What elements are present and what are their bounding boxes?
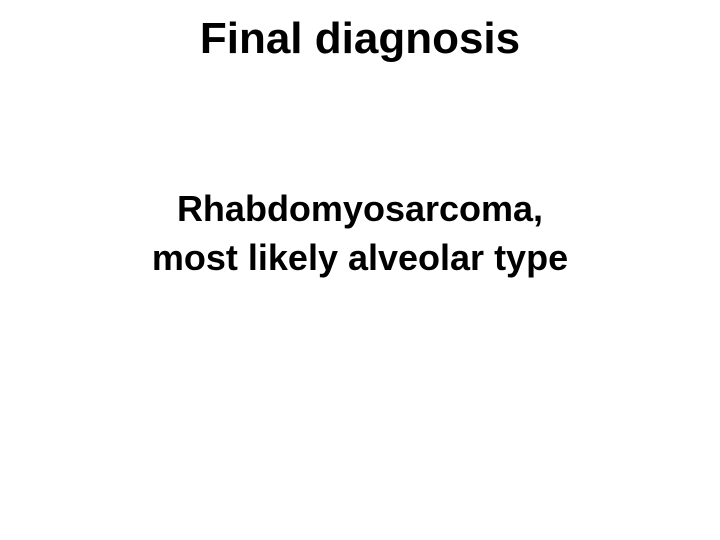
slide-container: Final diagnosis Rhabdomyosarcoma, most l… — [0, 0, 720, 540]
slide-title: Final diagnosis — [0, 14, 720, 64]
slide-body: Rhabdomyosarcoma, most likely alveolar t… — [0, 185, 720, 282]
body-line-1: Rhabdomyosarcoma, — [177, 188, 543, 229]
body-line-2: most likely alveolar type — [152, 237, 568, 278]
